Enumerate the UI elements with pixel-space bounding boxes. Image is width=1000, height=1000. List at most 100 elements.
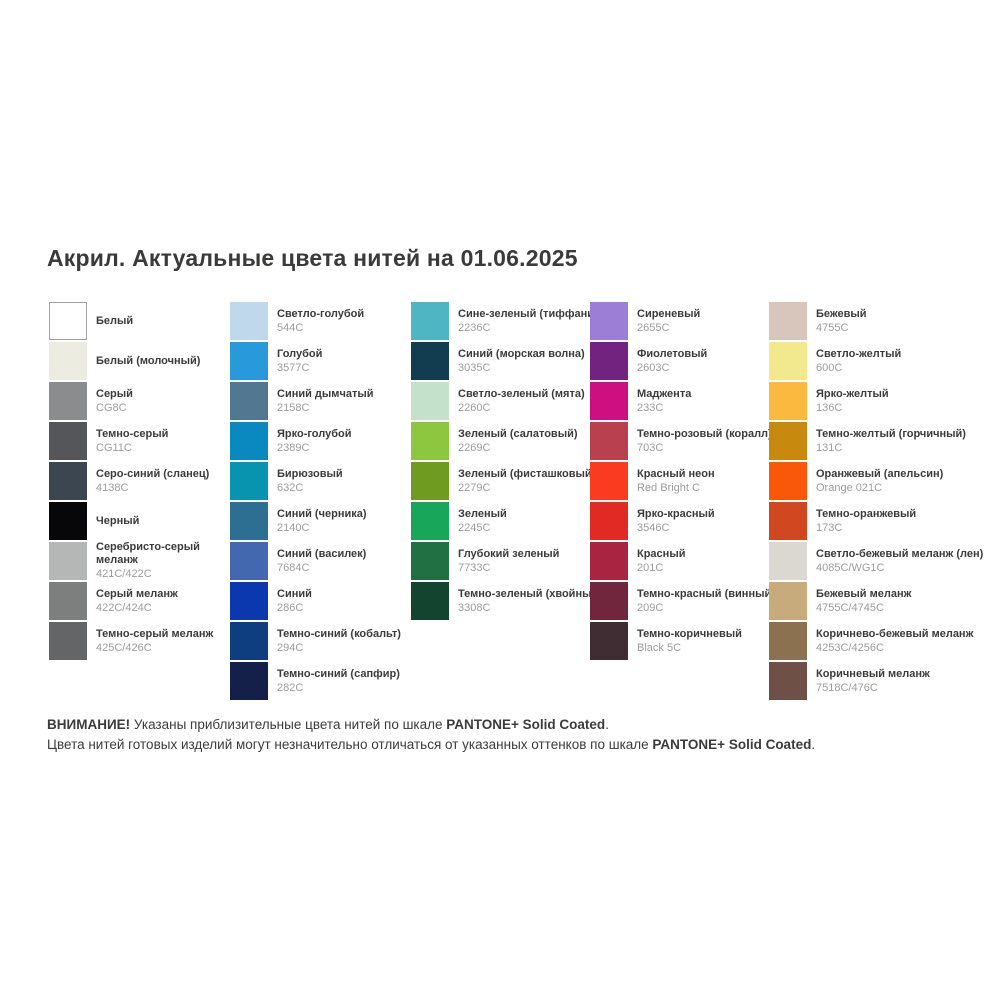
footer-line-2: Цвета нитей готовых изделий могут незнач… [47, 735, 815, 755]
color-swatch [49, 302, 87, 340]
color-code: 3308C [458, 601, 491, 614]
color-swatch [769, 622, 807, 660]
color-row: Ярко-красный 3546C [590, 502, 775, 540]
color-row: Синий (черника) 2140C [230, 502, 401, 540]
color-name: Белый (молочный) [96, 354, 201, 367]
color-row: Темно-желтый (горчичный) 131C [769, 422, 983, 460]
color-row: Светло-бежевый меланж (лен) 4085C/WG1C [769, 542, 983, 580]
color-code: 2389C [277, 441, 310, 454]
color-row: Оранжевый (апельсин) Orange 021C [769, 462, 983, 500]
footer-text: Цвета нитей готовых изделий могут незнач… [47, 737, 653, 752]
color-row: Темно-синий (кобальт) 294C [230, 622, 401, 660]
color-code: 7684C [277, 561, 310, 574]
color-swatch [590, 422, 628, 460]
color-label: Красный неон Red Bright C [637, 468, 715, 495]
color-name: Темно-синий (кобальт) [277, 627, 401, 640]
color-row: Темно-розовый (коралл) 703C [590, 422, 775, 460]
color-label: Темно-коричневый Black 5C [637, 628, 742, 655]
color-swatch [230, 582, 268, 620]
palette-column: Светло-голубой 544C Голубой 3577C Синий дымч… [230, 302, 401, 702]
color-label: Темно-оранжевый 173C [816, 508, 916, 535]
color-name: Темно-красный (винный) [637, 587, 775, 600]
color-name: Ярко-красный [637, 507, 715, 520]
footer-text: Указаны приблизительные цвета нитей по ш… [130, 717, 447, 732]
color-swatch [49, 502, 87, 540]
color-swatch [230, 502, 268, 540]
color-code: 282C [277, 681, 304, 694]
color-code: 4253C/4256C [816, 641, 884, 654]
color-label: Коричневый меланж 7518C/476C [816, 668, 930, 695]
color-row: Белый (молочный) [49, 342, 213, 380]
color-swatch [769, 542, 807, 580]
color-swatch [590, 582, 628, 620]
color-code: 4755C [816, 321, 849, 334]
color-code: 421C/422C [96, 568, 152, 580]
color-code: 136C [816, 401, 843, 414]
color-row: Серый CG8C [49, 382, 213, 420]
color-code: 632C [277, 481, 304, 494]
color-row: Синий (василек) 7684C [230, 542, 401, 580]
color-name: Сиреневый [637, 307, 701, 320]
color-code: CG8C [96, 401, 127, 414]
color-name: Темно-желтый (горчичный) [816, 427, 966, 440]
color-row: Темно-серый меланж 425C/426C [49, 622, 213, 660]
palette-column: Сине-зеленый (тиффани) 2236C Синий (морска… [411, 302, 602, 622]
color-name: Черный [96, 514, 140, 527]
color-code: 4755C/4745C [816, 601, 884, 614]
color-label: Темно-зеленый (хвойный) 3308C [458, 588, 602, 615]
color-row: Темно-оранжевый 173C [769, 502, 983, 540]
color-label: Серый меланж 422C/424C [96, 588, 178, 615]
color-row: Зеленый (салатовый) 2269C [411, 422, 602, 460]
color-swatch [590, 622, 628, 660]
color-label: Коричнево-бежевый меланж 4253C/4256C [816, 628, 973, 655]
color-label: Бирюзовый 632C [277, 468, 343, 495]
color-name: Синий [277, 587, 312, 600]
color-name: Темно-оранжевый [816, 507, 917, 520]
color-label: Зеленый (салатовый) 2269C [458, 428, 578, 455]
color-name: Темно-серый [96, 427, 169, 440]
color-code: 2236C [458, 321, 491, 334]
color-swatch [769, 422, 807, 460]
color-row: Коричневый меланж 7518C/476C [769, 662, 983, 700]
color-swatch [769, 342, 807, 380]
color-row: Темно-зеленый (хвойный) 3308C [411, 582, 602, 620]
color-row: Бирюзовый 632C [230, 462, 401, 500]
color-swatch [49, 542, 87, 580]
color-name: Бирюзовый [277, 467, 343, 480]
color-code: 3577C [277, 361, 310, 374]
color-label: Зеленый (фисташковый) 2279C [458, 468, 595, 495]
color-swatch [411, 302, 449, 340]
color-row: Ярко-голубой 2389C [230, 422, 401, 460]
color-label: Серо-синий (сланец) 4138C [96, 468, 209, 495]
color-code: 209C [637, 601, 664, 614]
color-label: Синий (черника) 2140C [277, 508, 367, 535]
color-code: 425C/426C [96, 641, 152, 654]
color-code: 7518C/476C [816, 681, 878, 694]
color-name: Синий (морская волна) [458, 347, 585, 360]
color-swatch [769, 582, 807, 620]
color-swatch [769, 302, 807, 340]
color-row: Светло-желтый 600C [769, 342, 983, 380]
color-swatch [411, 502, 449, 540]
color-code: 544C [277, 321, 304, 334]
color-row: Зеленый (фисташковый) 2279C [411, 462, 602, 500]
color-label: Темно-розовый (коралл) 703C [637, 428, 772, 455]
color-label: Темно-синий (сапфир) 282C [277, 668, 400, 695]
color-label: Зеленый 2245C [458, 508, 507, 535]
color-name: Бежевый [816, 307, 867, 320]
color-name: Фиолетовый [637, 347, 708, 360]
color-code: 2245C [458, 521, 491, 534]
color-label: Бежевый меланж 4755C/4745C [816, 588, 911, 615]
color-label: Ярко-красный 3546C [637, 508, 715, 535]
color-swatch [230, 342, 268, 380]
color-swatch [769, 662, 807, 700]
color-label: Темно-серый меланж 425C/426C [96, 628, 213, 655]
color-swatch [769, 502, 807, 540]
color-code: 201C [637, 561, 664, 574]
color-swatch [230, 422, 268, 460]
color-swatch [230, 542, 268, 580]
color-label: Темно-синий (кобальт) 294C [277, 628, 401, 655]
color-code: 4138C [96, 481, 129, 494]
color-row: Зеленый 2245C [411, 502, 602, 540]
color-code: CG11C [96, 441, 132, 454]
